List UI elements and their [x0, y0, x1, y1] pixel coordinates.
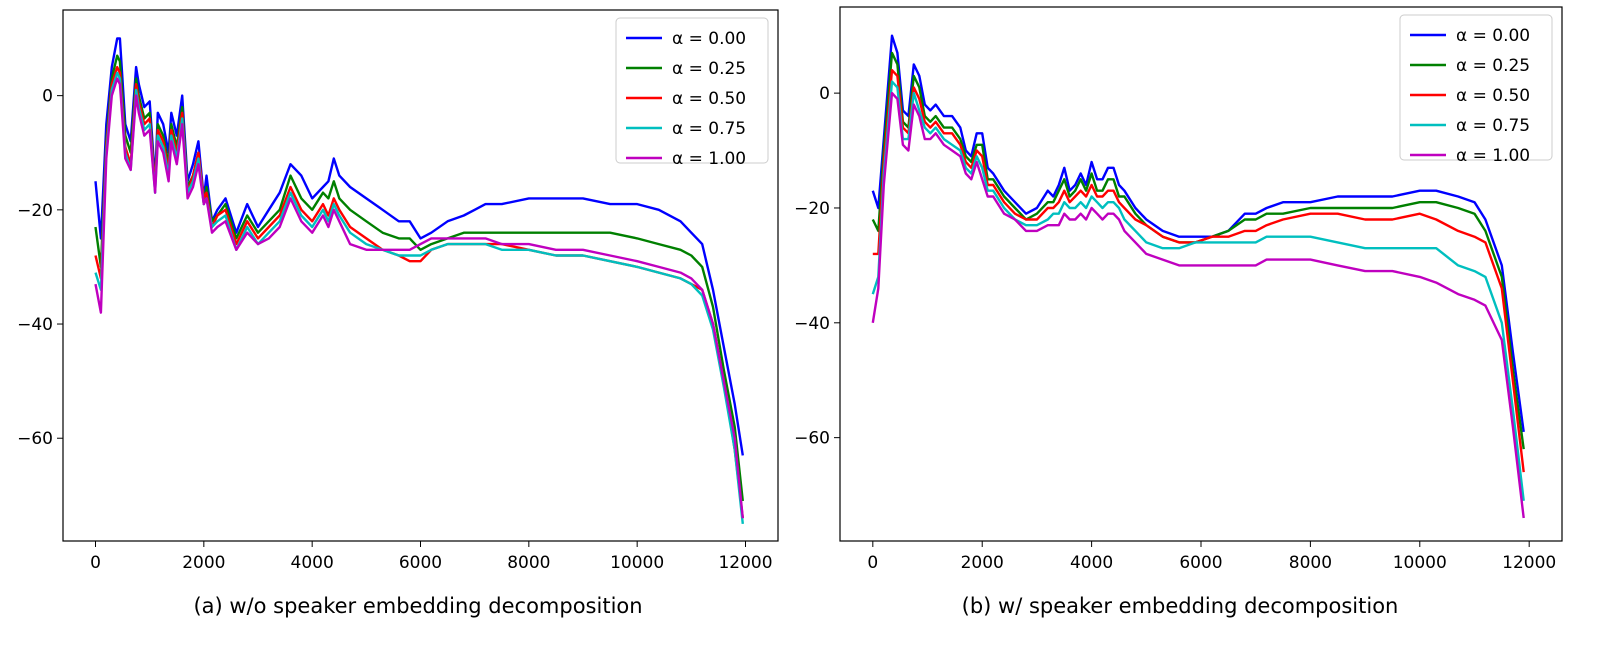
legend-label: α = 0.75: [672, 119, 746, 139]
chart-panel-a: 0 2000 4000 6000 8000 10000 12000 0 −20 −40 −60 α =…: [17, 9, 779, 618]
x-tick-label: 0: [867, 553, 878, 573]
legend-label: α = 0.75: [1456, 116, 1530, 136]
legend-label: α = 0.00: [672, 29, 746, 49]
x-tick-label: 4000: [1070, 553, 1113, 573]
x-tick-label: 4000: [291, 553, 334, 573]
legend-label: α = 0.25: [672, 59, 746, 79]
x-tick-label: 6000: [399, 553, 442, 573]
series-line-0: [94, 37, 744, 456]
y-tick-label: −20: [794, 199, 830, 219]
x-tick-label: 10000: [610, 553, 664, 573]
y-tick-label: −40: [794, 314, 830, 334]
legend-label: α = 0.00: [1456, 26, 1530, 46]
series-line-4: [871, 91, 1525, 519]
x-tick-label: 2000: [182, 553, 225, 573]
x-tick-label: 12000: [718, 553, 772, 573]
chart-panel-b: 0 2000 4000 6000 8000 10000 12000 0 −20 −40 −60 α =…: [794, 6, 1563, 618]
legend-label: α = 1.00: [1456, 146, 1530, 166]
x-tick-label: 6000: [1179, 553, 1222, 573]
x-tick-label: 0: [90, 553, 101, 573]
series-line-3: [94, 71, 744, 525]
y-tick-label: −60: [17, 429, 53, 449]
panel-caption: (b) w/ speaker embedding decomposition: [962, 594, 1399, 618]
series-line-4: [94, 77, 744, 519]
x-tick-label: 10000: [1393, 553, 1447, 573]
x-tick-label: 12000: [1502, 553, 1556, 573]
legend: α = 0.00 α = 0.25 α = 0.50 α = 0.75 α = 1.00: [1399, 14, 1553, 166]
x-tick-label: 2000: [961, 553, 1004, 573]
y-tick-label: 0: [819, 84, 830, 104]
legend-label: α = 0.50: [672, 89, 746, 109]
series-line-0: [871, 34, 1525, 433]
x-tick-label: 8000: [1289, 553, 1332, 573]
legend-label: α = 1.00: [672, 149, 746, 169]
series-line-3: [871, 80, 1525, 501]
series-line-1: [871, 51, 1525, 450]
y-tick-label: −40: [17, 315, 53, 335]
y-tick-label: 0: [42, 87, 53, 107]
legend-label: α = 0.50: [1456, 86, 1530, 106]
y-tick-label: −20: [17, 201, 53, 221]
x-tick-label: 8000: [507, 553, 550, 573]
series-line-2: [872, 68, 1525, 473]
series-line-1: [94, 54, 744, 502]
legend-label: α = 0.25: [1456, 56, 1530, 76]
panel-caption: (a) w/o speaker embedding decomposition: [193, 594, 642, 618]
legend: α = 0.00 α = 0.25 α = 0.50 α = 0.75 α = 1.00: [615, 17, 769, 169]
y-tick-label: −60: [794, 429, 830, 449]
